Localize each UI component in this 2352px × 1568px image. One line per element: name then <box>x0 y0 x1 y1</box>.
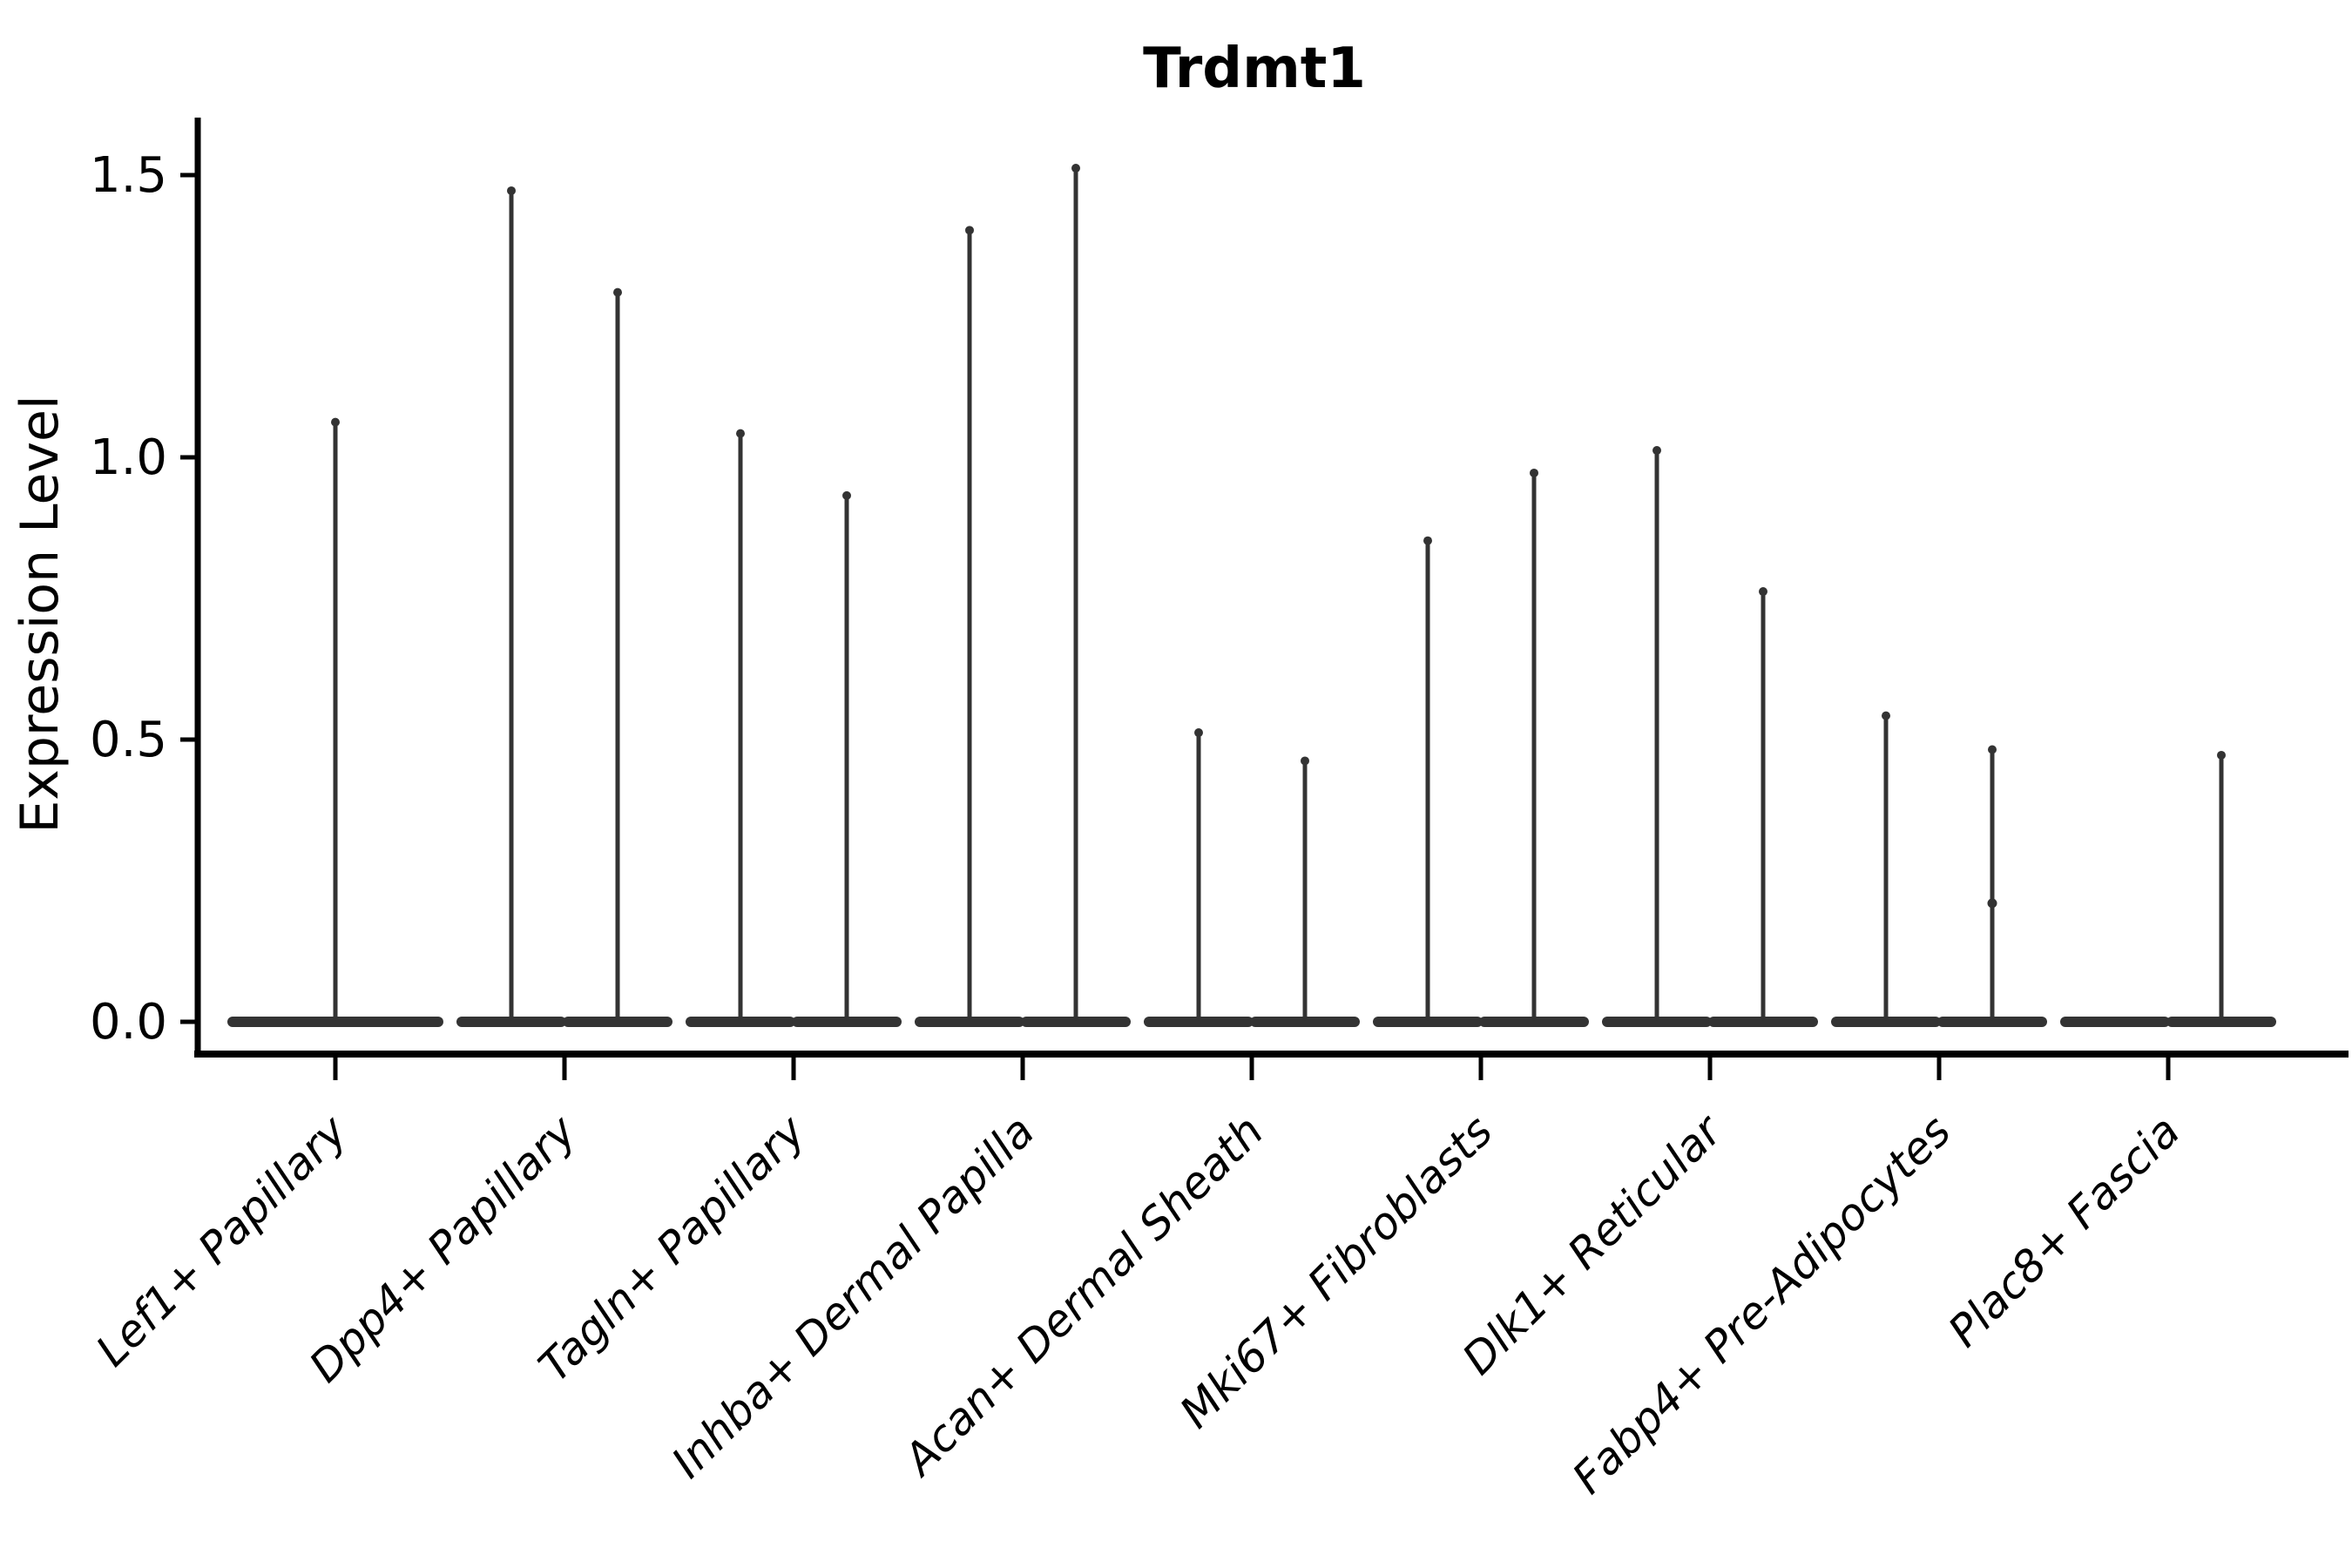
violin-spike-tip <box>1194 728 1203 738</box>
violin-spike-tip <box>1301 756 1309 766</box>
x-tick-label: Lef1+ Papillary <box>86 1105 357 1375</box>
violin-spike-tip <box>1882 711 1890 720</box>
violin-spike-tip <box>1423 536 1432 545</box>
axes-spines <box>194 118 2349 1058</box>
x-tick-label: Acan+ Dermal Sheath <box>893 1105 1274 1486</box>
x-tick-label: Fabp4+ Pre-Adipocytes <box>1563 1105 1961 1504</box>
violin-spike-tip <box>736 429 745 438</box>
violin-outlier-point <box>1987 898 1997 909</box>
violins-layer <box>227 164 2276 1027</box>
violin-spike-tip <box>965 226 974 235</box>
x-axis: Lef1+ Papillary Dpp4+ Papillary Tagln+ P… <box>86 1104 2189 1504</box>
violin-spike-tip <box>2217 750 2226 760</box>
plot-title: Trdmt1 <box>1143 37 1366 101</box>
violin-spike-tip <box>1759 587 1767 597</box>
violin-spike-tip <box>842 490 851 500</box>
y-tick-label: 0.5 <box>90 712 167 768</box>
x-ticks-layer <box>333 1054 2171 1080</box>
violin-spike-tip <box>507 186 516 195</box>
y-tick-label: 1.5 <box>90 147 167 204</box>
y-axis: 0.0 0.5 1.0 1.5 <box>90 147 198 1051</box>
violin-spike-tip <box>613 287 622 297</box>
violin-spike-tip <box>1530 468 1538 477</box>
x-tick-label: Plac8+ Fascia <box>1939 1105 2190 1356</box>
x-tick-label: Inhba+ Dermal Papilla <box>662 1105 1044 1487</box>
y-tick-label: 1.0 <box>90 429 167 486</box>
y-axis-label: Expression Level <box>10 395 71 833</box>
violin-spike-tip <box>1071 164 1080 173</box>
y-tick-label: 0.0 <box>90 994 167 1051</box>
violin-spike-tip <box>331 417 340 427</box>
violin-spike-tip <box>1652 446 1661 456</box>
violin-spike-tip <box>1988 745 1997 754</box>
